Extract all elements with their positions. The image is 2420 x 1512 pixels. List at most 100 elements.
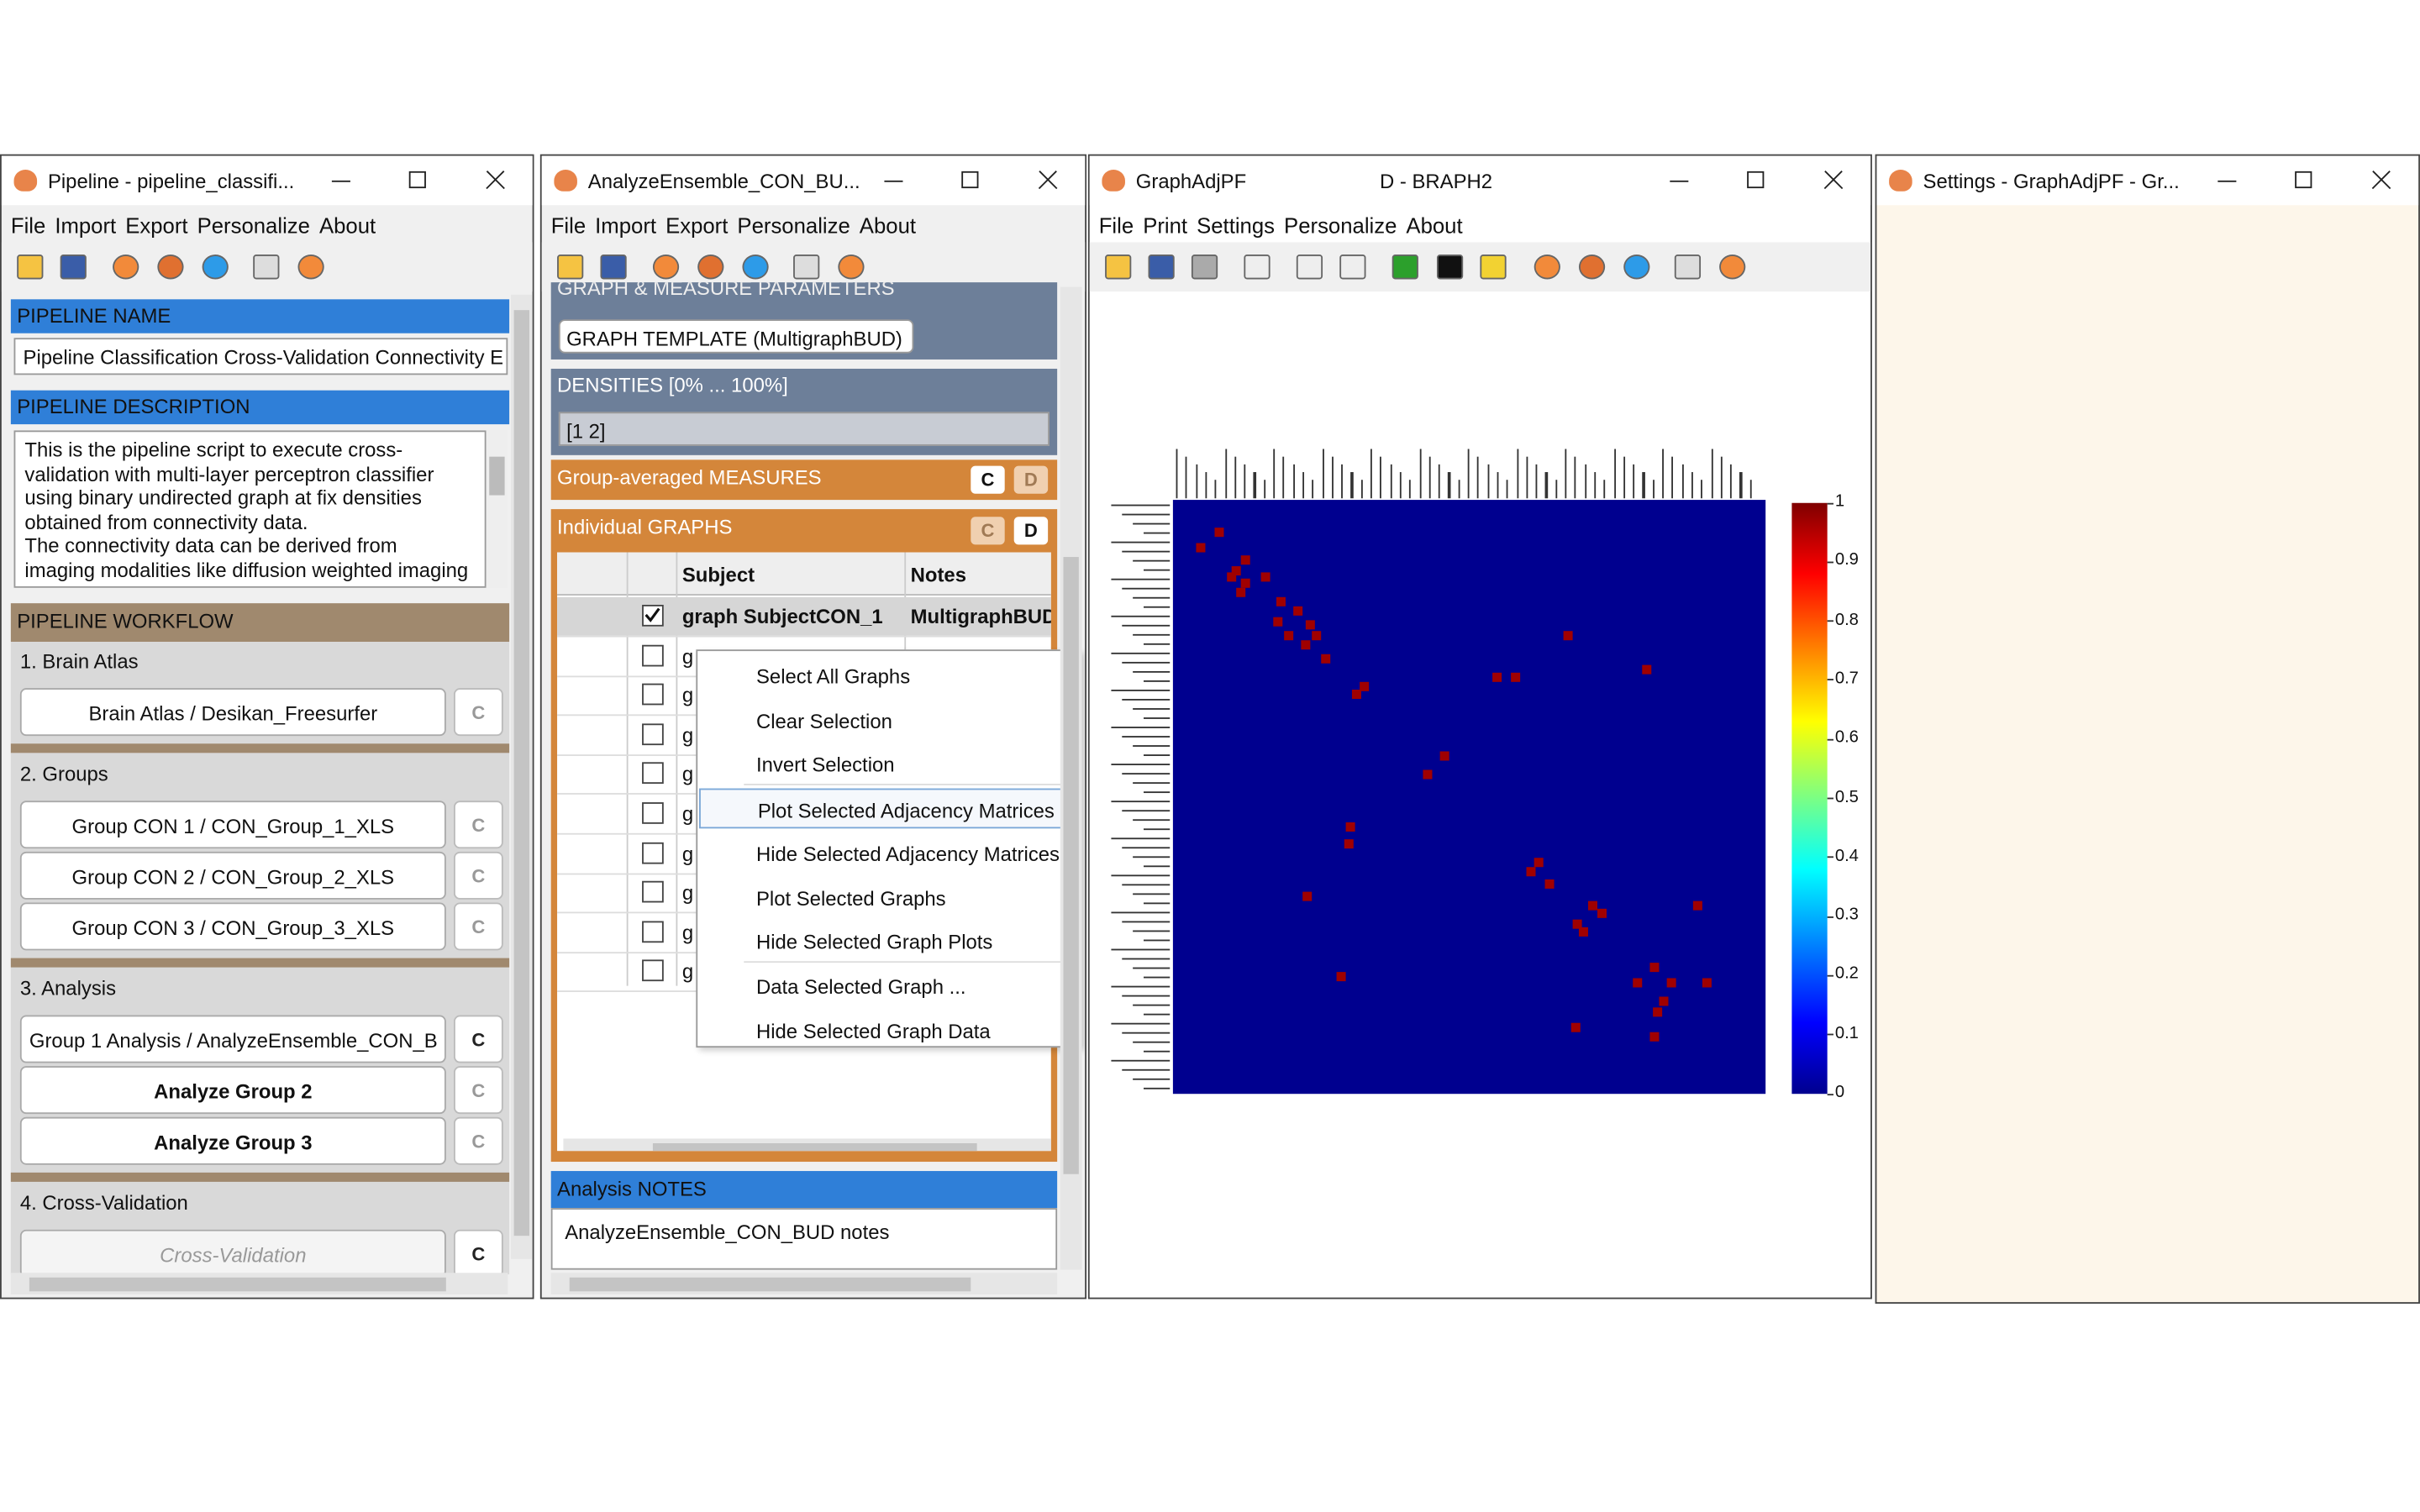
minimize-button[interactable] <box>331 180 350 182</box>
menu-item[interactable]: About <box>1406 213 1463 238</box>
scroll-thumb[interactable] <box>513 310 529 1236</box>
clear-button[interactable]: C <box>453 1229 503 1278</box>
context-menu-item[interactable]: Plot Selected Graphs <box>755 886 946 910</box>
clear-button[interactable]: C <box>453 851 503 900</box>
checkbox[interactable] <box>642 960 664 982</box>
menu-item[interactable]: Export <box>666 213 729 238</box>
clear-button[interactable]: C <box>453 1116 503 1165</box>
context-menu-item[interactable]: Clear Selection <box>755 709 892 732</box>
close-button[interactable] <box>483 168 508 192</box>
small-button[interactable]: C <box>971 465 1005 494</box>
maximize-button[interactable] <box>2295 171 2312 189</box>
toolbar-icon[interactable] <box>652 255 680 280</box>
toolbar-icon[interactable] <box>1578 255 1606 280</box>
toolbar-icon[interactable] <box>557 255 584 280</box>
toolbar-icon[interactable] <box>113 255 139 280</box>
toolbar-icon[interactable] <box>1534 255 1560 280</box>
toolbar-icon[interactable] <box>1105 255 1132 280</box>
toolbar-icon[interactable] <box>793 255 820 280</box>
scroll-thumb[interactable] <box>29 1277 446 1292</box>
clear-button[interactable]: C <box>453 1015 503 1063</box>
scrollbar[interactable] <box>486 430 508 588</box>
menu-item[interactable]: Settings <box>1197 213 1276 238</box>
workflow-button[interactable]: Brain Atlas / Desikan_Freesurfer <box>19 688 446 737</box>
toolbar-icon[interactable] <box>1296 255 1323 280</box>
text-input[interactable]: [1 2] <box>558 412 1050 446</box>
clear-button[interactable]: C <box>453 902 503 951</box>
workflow-button[interactable]: Group CON 1 / CON_Group_1_XLS <box>19 801 446 849</box>
toolbar-icon[interactable] <box>742 255 769 280</box>
menu-item[interactable]: Import <box>55 213 117 238</box>
menu-item[interactable]: Personalize <box>737 213 850 238</box>
checkbox[interactable] <box>642 723 664 745</box>
small-button[interactable]: D <box>1013 465 1049 494</box>
menu-item[interactable]: Personalize <box>1284 213 1397 238</box>
workflow-button[interactable]: Group 1 Analysis / AnalyzeEnsemble_CON_B <box>19 1015 446 1063</box>
context-menu-item[interactable]: Hide Selected Graph Data <box>755 1019 991 1042</box>
checkbox[interactable] <box>642 921 664 942</box>
menu-item[interactable]: Personalize <box>197 213 310 238</box>
checkbox[interactable] <box>642 842 664 864</box>
close-button[interactable] <box>1821 168 1845 192</box>
close-button[interactable] <box>2369 168 2393 192</box>
toolbar-icon[interactable] <box>157 255 184 280</box>
toolbar-icon[interactable] <box>202 255 229 280</box>
context-menu-item[interactable]: Hide Selected Graph Plots <box>755 930 993 954</box>
toolbar-icon[interactable] <box>60 255 87 280</box>
maximize-button[interactable] <box>408 171 426 189</box>
minimize-button[interactable] <box>884 180 903 182</box>
button[interactable]: GRAPH TEMPLATE (MultigraphBUD) <box>558 319 914 354</box>
checkbox[interactable] <box>642 684 664 706</box>
menu-item[interactable]: Import <box>595 213 657 238</box>
toolbar-icon[interactable] <box>1674 255 1702 280</box>
text-input[interactable]: Pipeline Classification Cross-Validation… <box>13 338 508 375</box>
toolbar-icon[interactable] <box>1339 255 1366 280</box>
toolbar-icon[interactable] <box>17 255 44 280</box>
small-button[interactable]: D <box>1013 517 1049 545</box>
menu-item[interactable]: File <box>10 213 46 238</box>
context-menu-item[interactable]: Invert Selection <box>755 753 895 777</box>
maximize-button[interactable] <box>1747 171 1765 189</box>
menu-item[interactable]: About <box>318 213 376 238</box>
context-menu-item[interactable]: Select All Graphs <box>755 664 911 689</box>
toolbar-icon[interactable] <box>1148 255 1175 280</box>
toolbar-icon[interactable] <box>297 255 324 280</box>
minimize-button[interactable] <box>1670 180 1689 182</box>
checkbox[interactable] <box>642 604 664 627</box>
small-button[interactable]: C <box>971 517 1005 545</box>
toolbar-icon[interactable] <box>1392 255 1418 280</box>
close-button[interactable] <box>1035 168 1060 192</box>
scroll-thumb[interactable] <box>489 456 505 496</box>
menu-item[interactable]: Print <box>1143 213 1188 238</box>
scroll-thumb[interactable] <box>569 1277 971 1292</box>
text-area[interactable]: This is the pipeline script to execute c… <box>13 430 487 588</box>
toolbar-icon[interactable] <box>253 255 280 280</box>
workflow-button[interactable]: Cross-Validation <box>19 1229 446 1278</box>
toolbar-icon[interactable] <box>1719 255 1746 280</box>
workflow-button[interactable]: Group CON 3 / CON_Group_3_XLS <box>19 902 446 951</box>
clear-button[interactable]: C <box>453 801 503 849</box>
clear-button[interactable]: C <box>453 688 503 737</box>
checkbox[interactable] <box>642 802 664 824</box>
menu-item[interactable]: Export <box>125 213 188 238</box>
toolbar-icon[interactable] <box>1623 255 1650 280</box>
context-menu-item[interactable]: Plot Selected Adjacency Matrices <box>699 788 1078 829</box>
toolbar-icon[interactable] <box>1191 255 1218 280</box>
toolbar-icon[interactable] <box>1480 255 1507 280</box>
toolbar-icon[interactable] <box>697 255 724 280</box>
workflow-button[interactable]: Group CON 2 / CON_Group_2_XLS <box>19 851 446 900</box>
workflow-button[interactable]: Analyze Group 2 <box>19 1066 446 1115</box>
clear-button[interactable]: C <box>453 1066 503 1115</box>
checkbox[interactable] <box>642 763 664 785</box>
toolbar-icon[interactable] <box>838 255 865 280</box>
checkbox[interactable] <box>642 881 664 903</box>
context-menu-item[interactable]: Hide Selected Adjacency Matrices <box>755 842 1060 866</box>
menu-item[interactable]: File <box>1098 213 1134 238</box>
toolbar-icon[interactable] <box>600 255 627 280</box>
context-menu-item[interactable]: Data Selected Graph ... <box>755 974 966 999</box>
checkbox[interactable] <box>642 643 664 666</box>
maximize-button[interactable] <box>961 171 979 189</box>
menu-item[interactable]: File <box>550 213 587 238</box>
scroll-thumb[interactable] <box>1063 557 1079 1174</box>
scroll-thumb[interactable] <box>652 1142 977 1152</box>
